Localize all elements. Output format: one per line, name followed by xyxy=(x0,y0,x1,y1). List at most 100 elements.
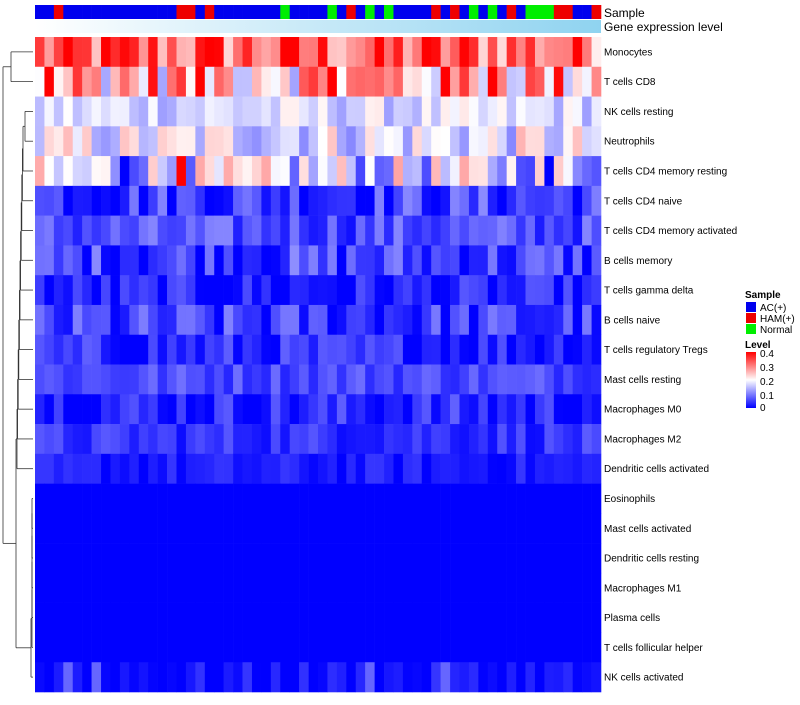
heatmap-cell xyxy=(261,126,272,157)
heatmap-cell xyxy=(251,483,262,514)
level-tick-0.4: 0.4 xyxy=(760,349,774,360)
heatmap-cell xyxy=(167,364,177,395)
heatmap-cell xyxy=(487,245,498,276)
heatmap-cell xyxy=(242,513,253,544)
heatmap-cell xyxy=(393,304,404,336)
heatmap-cell xyxy=(365,275,375,306)
heatmap-cell xyxy=(148,304,158,336)
heatmap-cell xyxy=(572,483,583,514)
heatmap-cell xyxy=(242,245,253,276)
heatmap-cell xyxy=(497,424,507,455)
heatmap-cell xyxy=(336,185,347,216)
heatmap-cell xyxy=(233,572,243,603)
heatmap-cell xyxy=(431,424,441,455)
heatmap-cell xyxy=(251,453,262,484)
heatmap-cell xyxy=(280,304,290,336)
heatmap-cell xyxy=(251,185,262,216)
heatmap-cell xyxy=(572,245,583,276)
heatmap-cell xyxy=(44,513,55,544)
heatmap-cell xyxy=(270,275,281,306)
heatmap-cell xyxy=(365,632,375,663)
heatmap-cell xyxy=(346,602,357,633)
heatmap-cell xyxy=(63,275,74,306)
sample-annotation-cell xyxy=(204,5,215,19)
heatmap-cell xyxy=(299,156,309,187)
heatmap-cell xyxy=(148,453,158,484)
heatmap-cell xyxy=(251,96,262,127)
heatmap-cell xyxy=(233,275,243,306)
heatmap-cell xyxy=(91,483,102,514)
heatmap-cell xyxy=(129,37,140,68)
heatmap-cell xyxy=(214,156,224,187)
heatmap-cell xyxy=(468,37,479,68)
heatmap-cell xyxy=(223,215,234,246)
heatmap-cell xyxy=(534,662,545,693)
heatmap-cell xyxy=(572,304,583,336)
heatmap-cell xyxy=(534,96,545,127)
heatmap-cell xyxy=(525,483,536,514)
heatmap-cell xyxy=(242,185,253,216)
heatmap-cell xyxy=(487,364,498,395)
heatmap-cell xyxy=(82,424,92,455)
heatmap-cell xyxy=(478,572,489,603)
heatmap-cell xyxy=(242,364,253,395)
heatmap-cell xyxy=(572,513,583,544)
heatmap-cell xyxy=(591,215,602,246)
heatmap-cell xyxy=(318,304,328,336)
heatmap-cell xyxy=(497,632,507,663)
heatmap-cell xyxy=(101,662,111,693)
heatmap-cell xyxy=(167,245,177,276)
heatmap-cell xyxy=(35,572,45,603)
heatmap-cell xyxy=(459,602,470,633)
heatmap-cell xyxy=(308,483,319,514)
heatmap-cell xyxy=(450,453,460,484)
heatmap-cell xyxy=(44,156,55,187)
heatmap-cell xyxy=(308,66,319,97)
heatmap-cell xyxy=(270,304,281,336)
heatmap-cell xyxy=(402,483,413,514)
heatmap-cell xyxy=(157,572,168,603)
heatmap-cell xyxy=(261,602,272,633)
heatmap-cell xyxy=(242,126,253,157)
heatmap-cell xyxy=(167,513,177,544)
heatmap-cell xyxy=(365,304,375,336)
heatmap-cell xyxy=(110,632,121,663)
heatmap-cell xyxy=(355,156,366,187)
heatmap-cell xyxy=(327,156,338,187)
heatmap-cell xyxy=(346,66,357,97)
heatmap-cell xyxy=(459,96,470,127)
heatmap-cell xyxy=(185,572,196,603)
heatmap-cell xyxy=(204,543,215,574)
heatmap-cell xyxy=(384,394,394,425)
heatmap-cell xyxy=(223,424,234,455)
heatmap-cell xyxy=(251,662,262,693)
heatmap-cell xyxy=(53,96,64,127)
legend-swatch-normal xyxy=(746,324,756,334)
heatmap-cell xyxy=(412,66,423,97)
heatmap-cell xyxy=(516,245,526,276)
heatmap-cell xyxy=(242,394,253,425)
heatmap-cell xyxy=(534,185,545,216)
heatmap-cell xyxy=(176,543,187,574)
heatmap-cell xyxy=(591,185,602,216)
heatmap-cell xyxy=(497,275,507,306)
heatmap-cell xyxy=(450,37,460,68)
heatmap-cell xyxy=(487,394,498,425)
heatmap-cell xyxy=(299,304,309,336)
heatmap-cell xyxy=(101,245,111,276)
heatmap-cell xyxy=(261,572,272,603)
heatmap-cell xyxy=(119,156,130,187)
heatmap-cell xyxy=(204,424,215,455)
heatmap-cell xyxy=(544,304,555,336)
heatmap-cell xyxy=(431,602,441,633)
heatmap-cell xyxy=(167,37,177,68)
heatmap-cell xyxy=(299,126,309,157)
heatmap-cell xyxy=(497,394,507,425)
heatmap-cell xyxy=(72,513,83,544)
heatmap-cell xyxy=(544,215,555,246)
heatmap-cell xyxy=(327,37,338,68)
heatmap-cell xyxy=(384,156,394,187)
heatmap-cell xyxy=(214,453,224,484)
heatmap-cell xyxy=(204,275,215,306)
heatmap-cell xyxy=(204,304,215,336)
